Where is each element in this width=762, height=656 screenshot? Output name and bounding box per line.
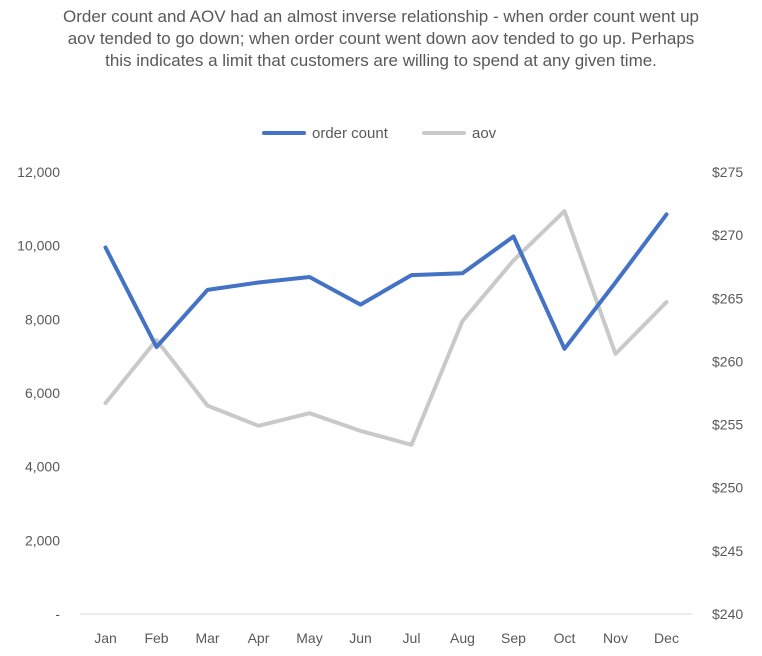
x-tick-label: Oct [554,630,576,646]
x-tick-label: Jan [94,630,117,646]
x-tick-label: Nov [603,630,628,646]
legend-label-order-count: order count [312,125,389,142]
x-tick-label: Mar [195,630,219,646]
y-right-tick-label: $275 [712,164,743,180]
x-tick-label: Jun [349,630,372,646]
y-left-tick-label: 12,000 [17,164,60,180]
y-right-tick-label: $260 [712,353,743,369]
x-tick-label: Sep [501,630,526,646]
y-left-tick-label: 4,000 [25,459,60,475]
y-right-tick-label: $245 [712,543,743,559]
y-left-tick-label: 10,000 [17,238,60,254]
x-tick-label: Feb [144,630,168,646]
y-right-tick-label: $250 [712,480,743,496]
x-tick-label: Aug [450,630,475,646]
chart-title: Order count and AOV had an almost invers… [63,7,699,70]
y-left-tick-label: 2,000 [25,532,60,548]
x-tick-label: Dec [654,630,679,646]
y-left-tick-label: 6,000 [25,385,60,401]
y-right-tick-label: $265 [712,290,743,306]
y-left-tick-label: 8,000 [25,311,60,327]
y-right-tick-label: $240 [712,606,743,622]
y-right-tick-label: $255 [712,417,743,433]
x-tick-label: Apr [248,630,270,646]
series-line-order-count [103,212,669,351]
legend-label-aov: aov [472,125,497,142]
y-right-tick-label: $270 [712,227,743,243]
x-tick-label: Jul [403,630,421,646]
series-line-aov [103,209,669,447]
y-left-tick-label: - [55,606,60,622]
x-tick-label: May [296,630,322,646]
